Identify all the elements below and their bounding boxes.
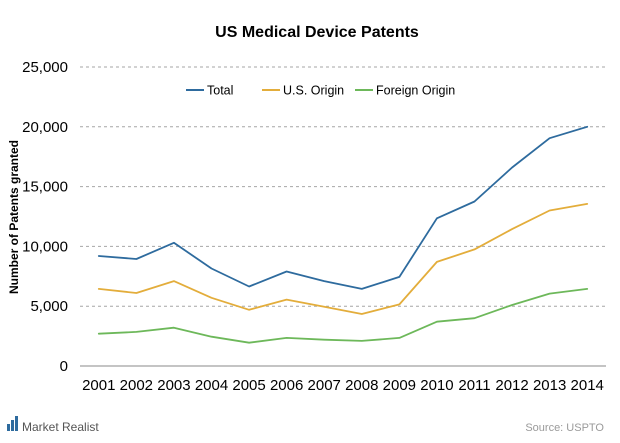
x-tick-label: 2010 bbox=[420, 377, 453, 394]
legend-label-total: Total bbox=[207, 84, 233, 98]
x-tick-label: 2012 bbox=[495, 377, 528, 394]
x-tick-label: 2003 bbox=[157, 377, 190, 394]
brand-logo: Market Realist bbox=[7, 416, 99, 434]
x-tick-labels: 2001 2002 2003 2004 2005 2006 2007 2008 2009 2010… bbox=[82, 377, 604, 394]
x-tick-label: 2005 bbox=[232, 377, 265, 394]
series-line-foreign-origin bbox=[97, 288, 589, 344]
y-tick-label: 10,000 bbox=[22, 238, 68, 255]
x-tick-label: 2004 bbox=[195, 377, 228, 394]
gridlines bbox=[80, 66, 606, 367]
x-tick-label: 2008 bbox=[345, 377, 378, 394]
series-line-u-s-origin bbox=[97, 203, 589, 315]
y-tick-label: 25,000 bbox=[22, 59, 68, 76]
source-note: Source: USPTO bbox=[525, 422, 604, 434]
y-tick-labels: 0 5,000 10,000 15,000 20,000 25,000 bbox=[22, 59, 68, 375]
legend-label-u-s-origin: U.S. Origin bbox=[283, 84, 344, 98]
x-tick-label: 2001 bbox=[82, 377, 115, 394]
market-realist-logo-icon bbox=[7, 416, 18, 431]
x-tick-label: 2013 bbox=[533, 377, 566, 394]
series-lines bbox=[97, 125, 589, 344]
y-tick-label: 0 bbox=[60, 358, 68, 375]
x-tick-label: 2014 bbox=[571, 377, 604, 394]
series-line-total bbox=[97, 125, 589, 290]
brand-name: Market Realist bbox=[22, 420, 99, 434]
chart-title: US Medical Device Patents bbox=[215, 24, 419, 41]
x-tick-label: 2006 bbox=[270, 377, 303, 394]
x-tick-label: 2007 bbox=[308, 377, 341, 394]
legend-label-foreign-origin: Foreign Origin bbox=[376, 84, 455, 98]
legend: Total U.S. Origin Foreign Origin bbox=[186, 84, 455, 98]
y-tick-label: 20,000 bbox=[22, 119, 68, 136]
x-tick-label: 2009 bbox=[383, 377, 416, 394]
x-tick-label: 2011 bbox=[458, 377, 490, 394]
y-tick-label: 15,000 bbox=[22, 179, 68, 196]
y-axis-label: Number of Patents granted bbox=[7, 140, 21, 294]
y-tick-label: 5,000 bbox=[30, 298, 68, 315]
x-tick-label: 2002 bbox=[120, 377, 153, 394]
